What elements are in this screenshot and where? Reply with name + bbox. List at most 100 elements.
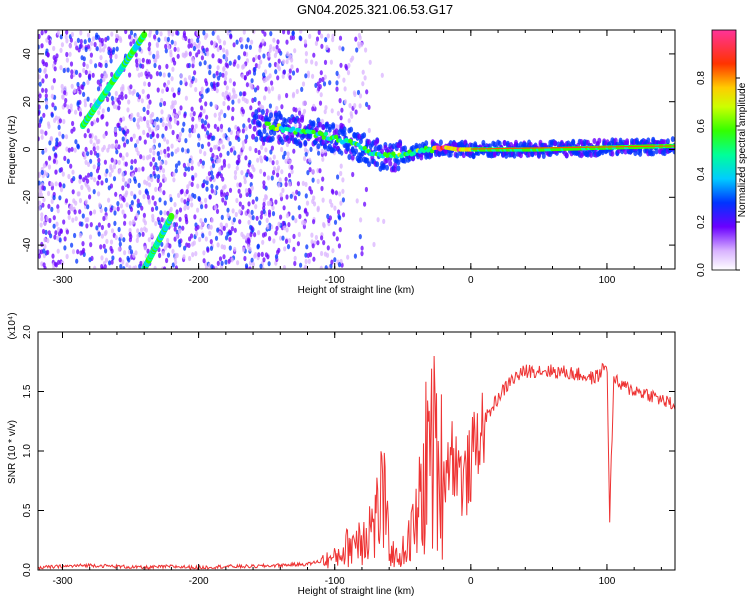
ridge-halo xyxy=(597,137,602,144)
noise-speck xyxy=(284,176,288,182)
noise-speck xyxy=(285,39,289,45)
noise-speck xyxy=(207,123,211,129)
noise-speck xyxy=(253,96,257,103)
noise-speck xyxy=(291,70,296,76)
noise-speck xyxy=(110,248,114,254)
noise-speck xyxy=(203,217,208,223)
noise-speck xyxy=(120,91,124,97)
noise-speck xyxy=(89,158,93,164)
noise-speck xyxy=(253,232,257,238)
ridge-halo xyxy=(393,162,398,169)
noise-speck xyxy=(240,36,244,43)
noise-speck xyxy=(153,121,157,127)
noise-speck xyxy=(89,210,93,216)
noise-speck xyxy=(148,32,152,38)
noise-speck xyxy=(248,123,252,129)
noise-speck xyxy=(123,250,127,256)
noise-speck xyxy=(70,146,74,152)
noise-speck xyxy=(185,189,189,195)
noise-speck xyxy=(319,70,323,76)
noise-speck xyxy=(83,102,87,108)
noise-speck xyxy=(183,205,187,211)
noise-speck xyxy=(228,60,232,66)
noise-speck xyxy=(88,234,93,240)
noise-speck xyxy=(106,106,111,112)
noise-speck xyxy=(216,81,220,87)
noise-speck xyxy=(141,57,145,63)
noise-speck xyxy=(184,95,188,101)
noise-speck xyxy=(262,257,266,263)
noise-speck xyxy=(250,257,254,263)
noise-speck xyxy=(183,113,187,119)
noise-speck xyxy=(268,200,273,206)
noise-speck xyxy=(222,66,226,72)
noise-speck xyxy=(244,126,248,132)
noise-speck xyxy=(149,118,153,124)
noise-speck xyxy=(270,86,275,92)
noise-speck xyxy=(66,158,70,164)
noise-speck xyxy=(241,140,245,146)
noise-speck xyxy=(312,201,317,207)
noise-speck xyxy=(216,65,220,71)
noise-speck xyxy=(73,88,77,94)
noise-speck xyxy=(203,60,207,66)
noise-speck xyxy=(104,37,108,43)
noise-speck xyxy=(177,110,181,116)
noise-speck xyxy=(192,45,196,52)
noise-speck xyxy=(288,75,292,81)
noise-speck xyxy=(171,248,175,254)
noise-speck xyxy=(50,112,54,118)
noise-speck xyxy=(204,203,208,209)
noise-speck xyxy=(276,172,280,178)
noise-speck xyxy=(287,238,292,244)
noise-speck xyxy=(339,170,343,177)
noise-speck xyxy=(173,202,177,208)
noise-speck xyxy=(153,173,157,179)
noise-speck xyxy=(219,58,223,64)
noise-speck xyxy=(104,206,108,213)
noise-speck xyxy=(175,30,179,36)
noise-speck xyxy=(76,101,80,107)
ridge-halo xyxy=(275,115,280,122)
noise-speck xyxy=(291,30,295,36)
noise-speck xyxy=(187,162,191,168)
noise-speck xyxy=(236,182,240,188)
noise-speck xyxy=(185,242,189,248)
ridge-halo xyxy=(358,138,363,145)
ridge-halo xyxy=(270,135,275,142)
noise-speck xyxy=(103,231,107,237)
noise-speck xyxy=(38,172,41,179)
noise-speck xyxy=(282,265,287,269)
noise-speck xyxy=(343,99,347,105)
noise-speck xyxy=(284,238,289,244)
noise-speck xyxy=(114,90,118,97)
noise-speck xyxy=(231,208,235,214)
noise-speck xyxy=(364,186,368,193)
colorbar-label: Normalized spectral amplitude xyxy=(737,82,748,217)
noise-speck xyxy=(134,250,138,256)
noise-speck xyxy=(47,230,51,236)
noise-speck xyxy=(125,139,130,145)
noise-speck xyxy=(250,39,254,45)
noise-speck xyxy=(283,150,287,156)
noise-speck xyxy=(94,63,98,69)
noise-speck xyxy=(98,42,102,49)
noise-speck xyxy=(244,188,248,194)
noise-speck xyxy=(143,245,147,251)
noise-speck xyxy=(143,81,147,87)
noise-speck xyxy=(150,177,154,183)
noise-speck xyxy=(263,155,267,161)
noise-speck xyxy=(176,147,180,153)
noise-speck xyxy=(115,149,119,155)
noise-speck xyxy=(124,180,128,186)
noise-speck xyxy=(241,204,245,210)
noise-speck xyxy=(282,225,286,231)
noise-speck xyxy=(184,213,188,219)
noise-speck xyxy=(65,51,69,58)
noise-speck xyxy=(246,37,250,43)
noise-speck xyxy=(78,198,83,204)
noise-speck xyxy=(192,111,196,117)
noise-speck xyxy=(140,98,144,104)
noise-speck xyxy=(201,233,205,239)
ridge-core xyxy=(323,131,329,137)
